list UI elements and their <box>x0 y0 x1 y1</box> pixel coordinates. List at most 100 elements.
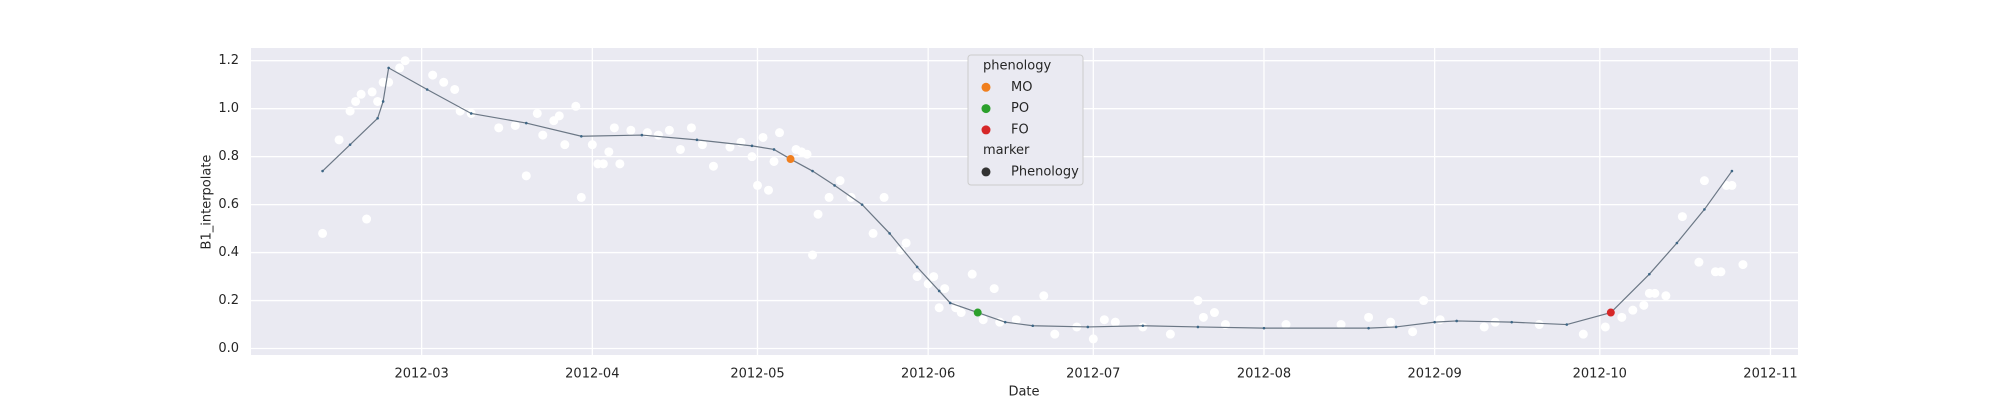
legend-title: marker <box>983 143 1030 158</box>
x-tick-label: 2012-08 <box>1237 367 1291 382</box>
observation-point <box>775 128 785 138</box>
observation-point <box>318 228 328 238</box>
observation-point <box>532 108 542 118</box>
observation-point <box>626 125 636 135</box>
observation-point <box>345 106 355 116</box>
y-tick-label: 1.0 <box>218 101 239 116</box>
line-vertex <box>1455 319 1458 323</box>
line-vertex <box>695 138 699 142</box>
observation-point <box>1198 312 1208 322</box>
observation-point <box>758 132 768 142</box>
observation-point <box>1628 305 1638 315</box>
observation-point <box>1661 291 1671 301</box>
observation-point <box>1694 257 1704 267</box>
grid <box>251 48 1798 355</box>
observation-point <box>604 147 614 157</box>
observation-point <box>1110 317 1120 327</box>
observation-point <box>576 192 586 202</box>
observation-point <box>1364 312 1374 322</box>
line-vertex <box>469 112 473 115</box>
line-vertex <box>1394 325 1398 329</box>
observation-point <box>1716 267 1726 277</box>
x-tick-label: 2012-09 <box>1407 367 1461 382</box>
line-vertex <box>1565 323 1569 326</box>
x-tick-label: 2012-04 <box>565 367 619 382</box>
observation-point <box>554 111 564 121</box>
line-vertex <box>1675 241 1679 245</box>
line-vertex <box>381 100 385 103</box>
legend-label: PO <box>1011 101 1029 116</box>
observation-point <box>351 96 361 106</box>
observation-point <box>1738 260 1748 270</box>
observation-point <box>428 70 438 80</box>
observation-point <box>934 303 944 313</box>
observation-point <box>747 152 757 162</box>
observation-point <box>1281 320 1291 330</box>
observation-point <box>587 140 597 150</box>
line-vertex <box>888 232 891 235</box>
legend-label: Phenology <box>1011 164 1079 179</box>
observation-point <box>1650 288 1660 298</box>
observation-point <box>1699 176 1709 186</box>
line-vertex <box>1031 324 1035 328</box>
observation-point <box>450 84 460 94</box>
observation-point <box>1534 320 1544 330</box>
legend-label: MO <box>1011 80 1032 95</box>
y-tick-label: 0.8 <box>218 149 239 164</box>
line-vertex <box>1510 320 1514 324</box>
line-vertex <box>811 169 814 173</box>
line-vertex <box>524 121 528 125</box>
observation-point <box>1479 322 1489 332</box>
observation-point <box>1386 317 1396 327</box>
observation-point <box>560 140 570 150</box>
observation-point <box>879 192 889 202</box>
observation-point <box>978 315 988 325</box>
observation-point <box>1408 327 1418 337</box>
observation-point <box>538 130 548 140</box>
observation-point <box>400 56 410 66</box>
observation-point <box>813 209 823 219</box>
observation-point <box>334 135 344 145</box>
observation-point <box>1099 315 1109 325</box>
line-vertex <box>1141 324 1145 328</box>
y-tick-label: 0.2 <box>218 293 239 308</box>
observation-point <box>835 176 845 186</box>
observation-point <box>1209 308 1219 318</box>
observation-point <box>1336 320 1346 330</box>
observation-point <box>1727 180 1737 190</box>
legend-swatch <box>981 125 991 135</box>
observation-point <box>1011 315 1021 325</box>
observation-point <box>1677 212 1687 222</box>
observation-point <box>609 123 619 133</box>
phenology-point <box>1606 308 1615 317</box>
line-vertex <box>1003 320 1007 324</box>
observation-point <box>967 269 977 279</box>
line-vertex <box>1196 325 1200 329</box>
legend-box <box>967 54 1084 186</box>
line-vertex <box>1433 320 1436 324</box>
observation-point <box>929 272 939 282</box>
line-vertex <box>937 289 941 293</box>
legend-label: FO <box>1011 122 1029 137</box>
observation-point <box>940 284 950 294</box>
legend: phenology MO PO FO marker Phenology <box>967 54 1084 186</box>
observation-point <box>356 89 366 99</box>
observation-point <box>1435 315 1445 325</box>
legend-swatch <box>981 167 991 177</box>
observation-point <box>802 149 812 159</box>
observation-point <box>494 123 504 133</box>
observation-point <box>395 63 405 73</box>
legend-swatch <box>981 82 991 92</box>
observation-point <box>956 308 966 318</box>
observation-point <box>912 272 922 282</box>
phenology-point <box>786 155 795 164</box>
observation-point <box>824 192 834 202</box>
observation-point <box>764 185 774 195</box>
x-tick-label: 2012-03 <box>395 367 449 382</box>
line-vertex <box>860 203 864 206</box>
observation-point <box>510 120 520 130</box>
marks <box>318 56 1748 344</box>
observation-point <box>1165 329 1175 339</box>
observation-point <box>1578 329 1588 339</box>
